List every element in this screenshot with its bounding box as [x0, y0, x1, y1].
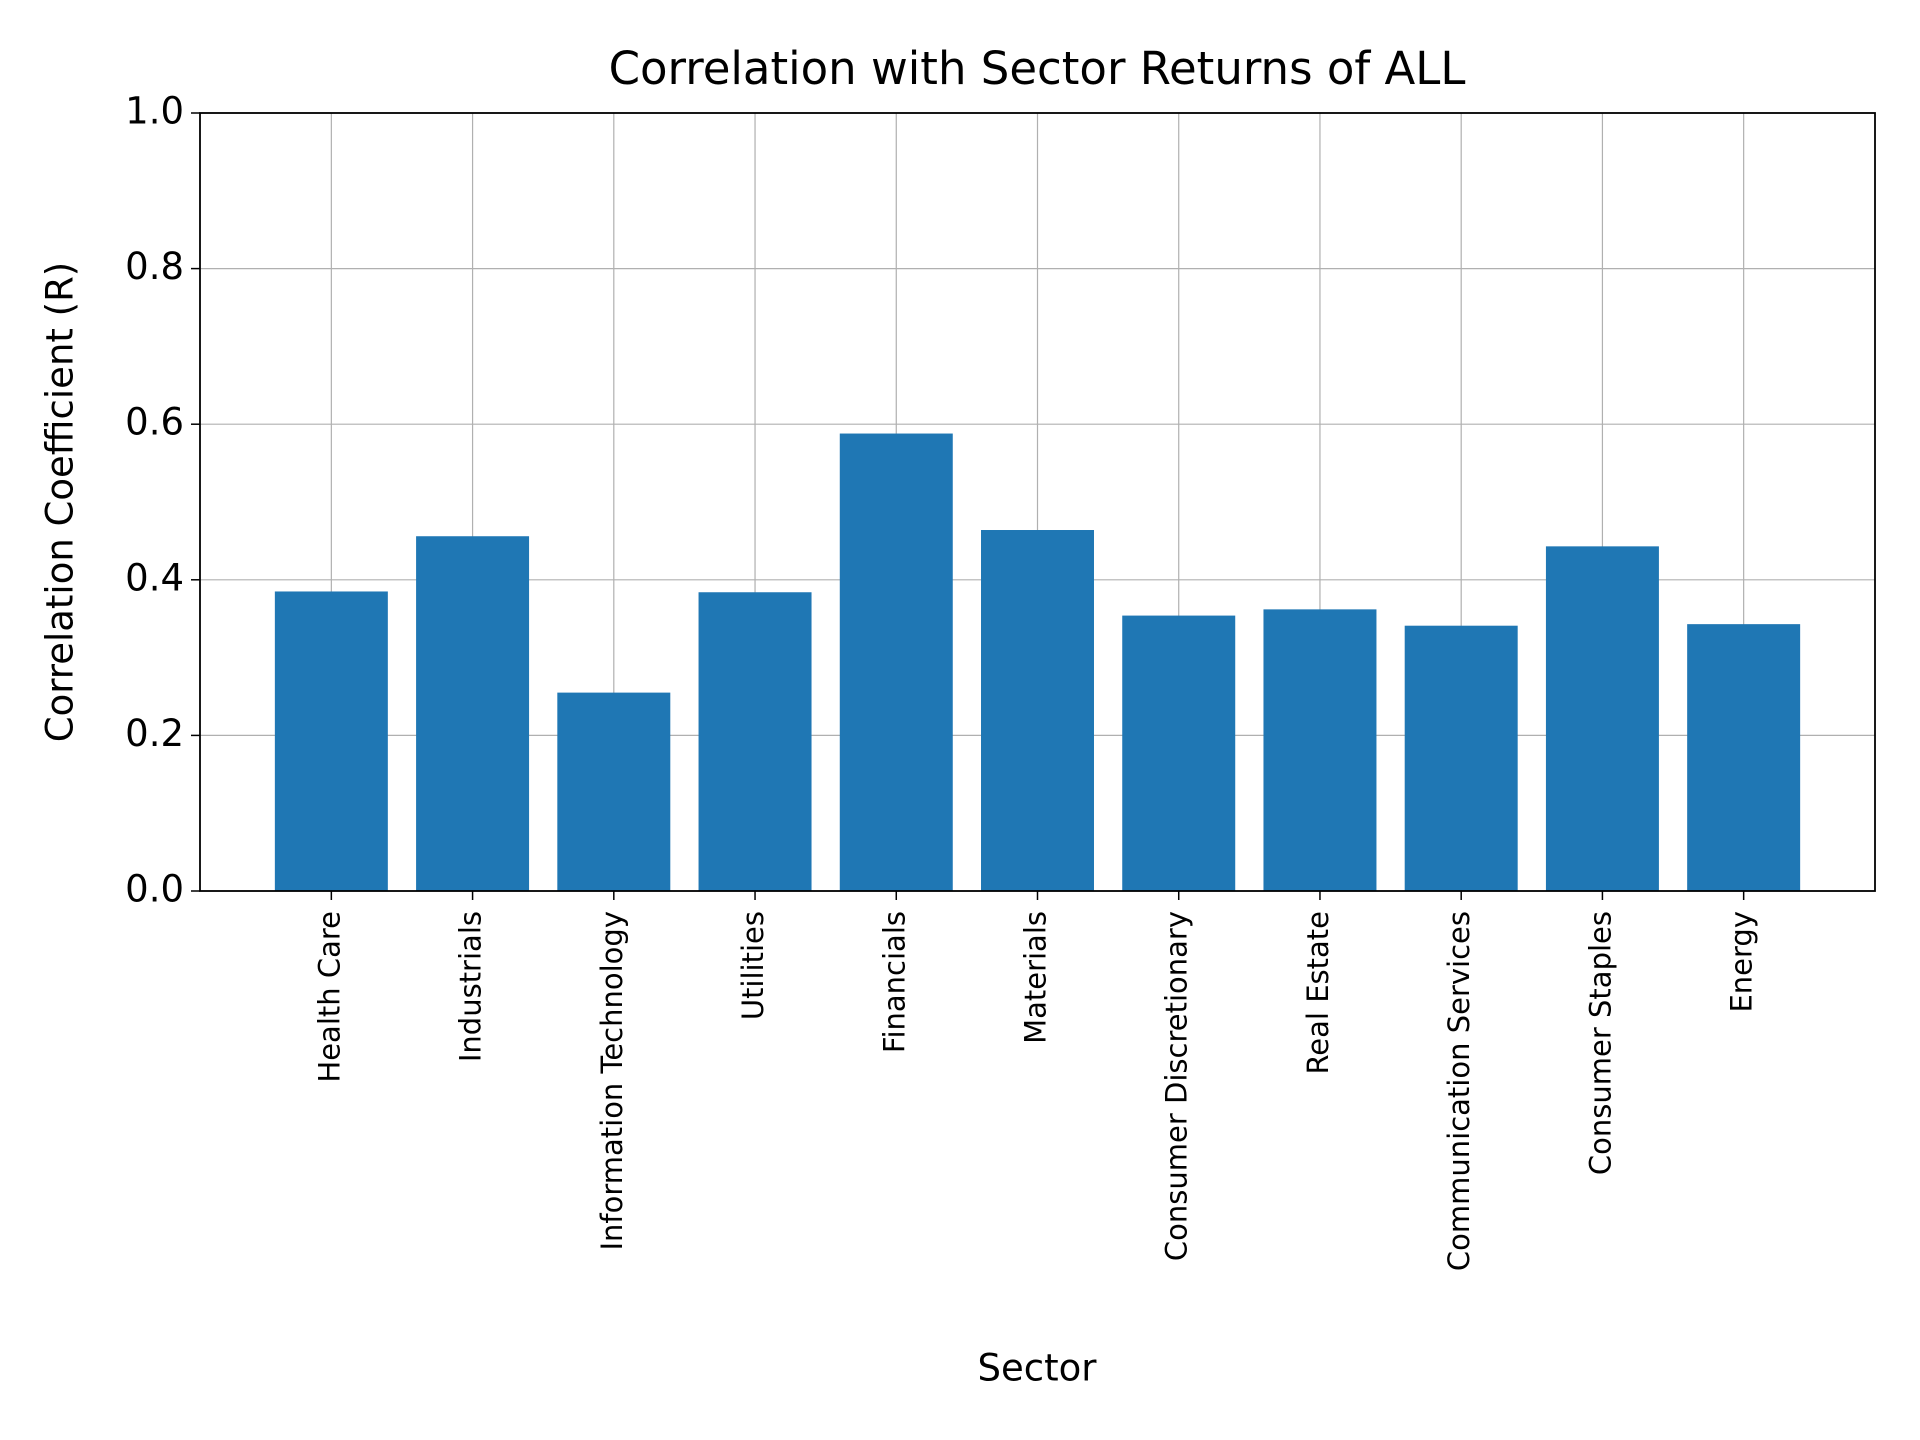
- chart-title: Correlation with Sector Returns of ALL: [609, 42, 1466, 95]
- x-axis-label: Sector: [978, 1347, 1098, 1390]
- y-tick-label: 0.0: [125, 868, 184, 911]
- y-tick-label: 0.2: [125, 712, 184, 755]
- bar: [416, 536, 530, 891]
- bar: [557, 692, 671, 891]
- bar: [1263, 609, 1377, 891]
- x-tick-label: Health Care: [312, 911, 346, 1083]
- y-tick-label: 0.6: [125, 401, 184, 444]
- x-tick-label: Real Estate: [1301, 911, 1335, 1075]
- x-tick-label: Industrials: [454, 911, 488, 1062]
- bar: [698, 592, 812, 891]
- x-tick-label: Financials: [877, 911, 911, 1053]
- bar: [1687, 624, 1801, 891]
- bar: [1404, 625, 1518, 891]
- x-tick-label: Communication Services: [1442, 911, 1476, 1271]
- x-tick-label: Utilities: [736, 911, 770, 1020]
- y-tick-label: 0.4: [125, 556, 184, 599]
- x-tick-label: Consumer Staples: [1583, 911, 1617, 1175]
- y-tick-label: 0.8: [125, 245, 184, 288]
- x-tick-label: Information Technology: [595, 911, 629, 1251]
- bar: [1545, 546, 1659, 891]
- bar: [839, 433, 953, 891]
- bar: [274, 591, 388, 891]
- x-tick-label: Consumer Discretionary: [1160, 911, 1194, 1261]
- bar: [981, 530, 1094, 891]
- plot-frame: [199, 112, 1876, 892]
- bar: [1122, 615, 1236, 891]
- y-axis-label: Correlation Coefficient (R): [39, 262, 82, 742]
- x-tick-label: Materials: [1019, 911, 1053, 1044]
- y-tick-label: 1.0: [125, 90, 184, 133]
- x-tick-label: Energy: [1725, 911, 1759, 1013]
